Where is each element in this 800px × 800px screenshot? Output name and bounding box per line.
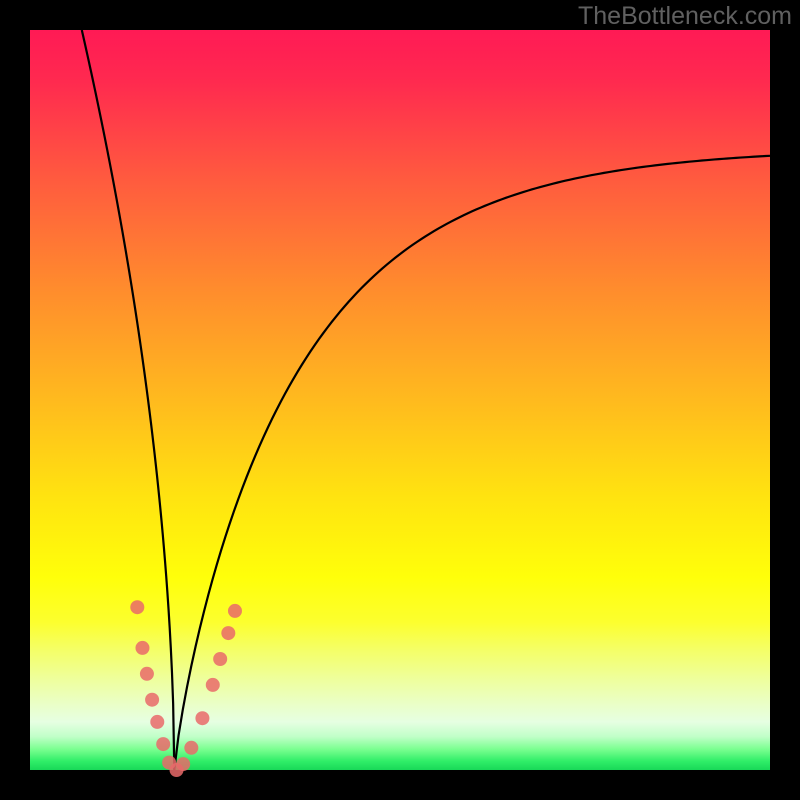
data-marker [130,600,144,614]
data-marker [184,741,198,755]
data-marker [195,711,209,725]
data-marker [206,678,220,692]
data-marker [140,667,154,681]
data-marker [150,715,164,729]
data-marker [145,693,159,707]
watermark-text: TheBottleneck.com [578,2,792,31]
plot-background [30,30,770,770]
data-marker [176,757,190,771]
bottleneck-chart [0,0,800,800]
data-marker [156,737,170,751]
data-marker [135,641,149,655]
data-marker [221,626,235,640]
data-marker [228,604,242,618]
data-marker [213,652,227,666]
chart-container: TheBottleneck.com [0,0,800,800]
